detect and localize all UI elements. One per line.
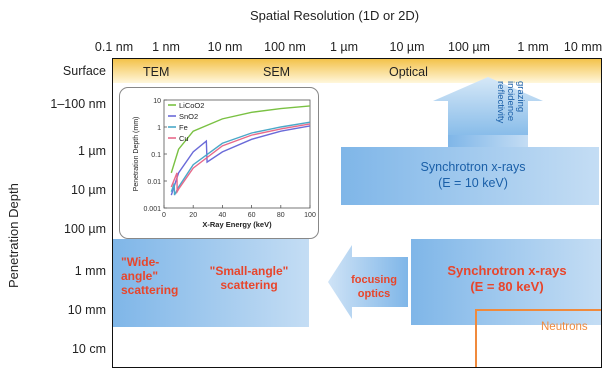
inset-series-line-sno2 — [170, 125, 311, 196]
inset-series-line-cu — [170, 123, 311, 195]
synchrotron-80kev-box — [411, 239, 601, 325]
small-angle-label: "Small-angle" scattering — [209, 264, 289, 292]
inset-x-tick-label: 40 — [219, 212, 227, 219]
inset-y-tick-label: 0.01 — [147, 179, 161, 186]
x-tick-label: 10 mm — [563, 40, 603, 54]
tem-label: TEM — [143, 65, 170, 79]
penetration-depth-inset: 0.001 0.01 0.1 1 10 0 20 40 60 80 100 X-Ray Energy … — [119, 87, 319, 239]
inset-y-axis-label: Penetration Depth (mm) — [133, 117, 140, 192]
optical-label: Optical — [389, 65, 428, 79]
inset-legend-label: LiCoO2 — [179, 101, 204, 110]
y-tick-label: Surface — [62, 64, 106, 78]
up-arrow-stem — [448, 135, 528, 149]
y-tick-label: 1 mm — [74, 264, 106, 278]
inset-y-tick-label: 1 — [157, 125, 161, 132]
inset-x-tick-label: 100 — [304, 212, 316, 219]
neutrons-boundary-horizontal — [475, 309, 601, 311]
synchrotron-80kev-label: Synchrotron x-rays (E = 80 keV) — [447, 263, 567, 294]
inset-y-tick-label: 10 — [153, 98, 161, 105]
inset-y-tick-label: 0.1 — [151, 152, 161, 159]
inset-legend-label: Cu — [179, 134, 189, 143]
grazing-incidence-label: grazing incidence reflectivity — [495, 81, 526, 124]
x-tick-label: 10 nm — [207, 40, 243, 54]
resolution-depth-map: TEM SEM Optical Synchrotron x-rays (E = … — [112, 58, 602, 368]
synchrotron-10kev-label: Synchrotron x-rays (E = 10 keV) — [420, 160, 526, 190]
sem-label: SEM — [263, 65, 291, 79]
focusing-arrow — [328, 245, 408, 319]
focusing-optics-label: focusing optics — [351, 274, 397, 300]
inset-series-line-fe — [170, 121, 311, 196]
y-axis-title: Penetration Depth — [6, 183, 21, 288]
y-tick-label: 10 cm — [71, 342, 106, 356]
inset-x-tick-label: 20 — [189, 212, 197, 219]
x-tick-label: 1 µm — [329, 40, 359, 54]
x-tick-label: 1 mm — [517, 40, 549, 54]
synchrotron-10kev-box — [341, 147, 599, 205]
inset-series-line-licoo2 — [170, 105, 311, 174]
inset-x-axis-label: X-Ray Energy (keV) — [202, 220, 272, 229]
y-tick-label: 100 µm — [64, 222, 106, 236]
neutrons-boundary-vertical — [475, 309, 477, 367]
inset-legend-label: SnO2 — [179, 112, 198, 121]
y-tick-label: 1–100 nm — [50, 97, 106, 111]
inset-x-tick-label: 0 — [162, 212, 166, 219]
x-axis-title: Spatial Resolution (1D or 2D) — [250, 8, 420, 23]
neutrons-label: Neutrons — [541, 321, 588, 333]
x-tick-label: 1 nm — [152, 40, 180, 54]
x-tick-label: 10 µm — [389, 40, 425, 54]
x-tick-label: 100 µm — [448, 40, 490, 54]
x-tick-label: 100 nm — [264, 40, 306, 54]
up-arrow — [433, 77, 543, 137]
inset-x-tick-label: 60 — [248, 212, 256, 219]
scattering-box — [113, 239, 309, 327]
surface-band — [113, 59, 601, 83]
inset-x-tick-label: 80 — [277, 212, 285, 219]
wide-angle-label: "Wide- angle" scattering — [121, 255, 179, 297]
inset-legend-label: Fe — [179, 123, 188, 132]
y-tick-label: 10 µm — [71, 183, 106, 197]
inset-y-tick-label: 0.001 — [143, 206, 161, 213]
x-tick-label: 0.1 nm — [94, 40, 134, 54]
y-tick-label: 1 µm — [77, 144, 106, 158]
y-tick-label: 10 mm — [67, 303, 106, 317]
